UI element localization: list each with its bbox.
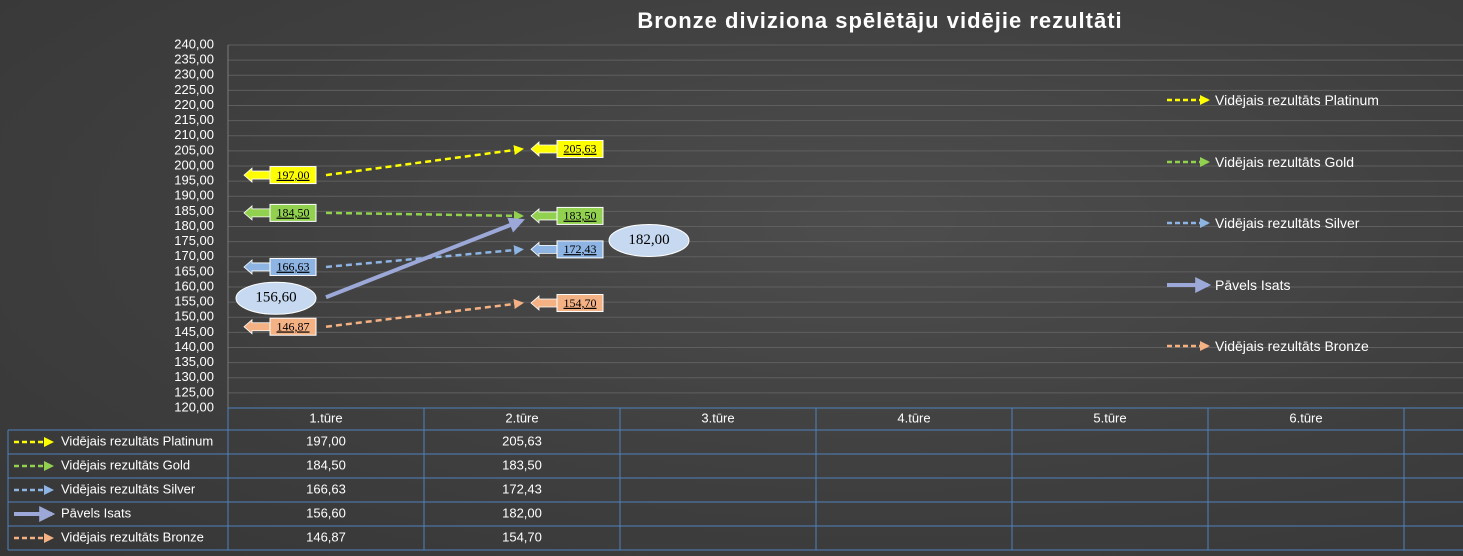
series-line: [325, 299, 524, 328]
data-label-box: [269, 166, 317, 185]
y-tick-label: 155,00: [174, 294, 214, 309]
y-tick-label: 180,00: [174, 218, 214, 233]
data-label-arrow: [530, 295, 558, 311]
x-tick-label: 2.tūre: [505, 410, 538, 425]
y-tick-label: 215,00: [174, 112, 214, 127]
table-cell: 197,00: [306, 433, 346, 448]
y-tick-label: 145,00: [174, 324, 214, 339]
data-label: 205,63: [564, 142, 597, 156]
y-tick-label: 175,00: [174, 233, 214, 248]
table-cell: 205,63: [502, 433, 542, 448]
data-label: 197,00: [277, 168, 310, 182]
data-label-arrow: [243, 205, 271, 221]
x-tick-label: 3.tūre: [701, 410, 734, 425]
data-label: 172,43: [564, 242, 597, 256]
legend-label: Vidējais rezultāts Platinum: [1215, 92, 1379, 108]
data-label: 184,50: [277, 206, 310, 220]
data-label: 166,63: [277, 260, 310, 274]
table-cell: 183,50: [502, 457, 542, 472]
series-line: [325, 145, 524, 177]
x-tick-label: 6.tūre: [1289, 410, 1322, 425]
data-label-box: [269, 317, 317, 336]
data-label-box: [556, 206, 604, 225]
y-tick-label: 205,00: [174, 142, 214, 157]
series-line: [325, 245, 524, 269]
data-label-arrow: [243, 259, 271, 275]
y-tick-label: 120,00: [174, 399, 214, 414]
series-line: [325, 217, 525, 300]
data-label-arrow: [530, 208, 558, 224]
y-tick-label: 190,00: [174, 188, 214, 203]
y-tick-label: 140,00: [174, 339, 214, 354]
table-row-label: Vidējais rezultāts Silver: [61, 481, 196, 496]
y-tick-label: 170,00: [174, 248, 214, 263]
x-tick-label: 4.tūre: [897, 410, 930, 425]
x-tick-label: 5.tūre: [1093, 410, 1126, 425]
data-label: 154,70: [564, 296, 597, 310]
chart-title: Bronze diviziona spēlētāju vidējie rezul…: [637, 8, 1122, 33]
table-row-label: Vidējais rezultāts Bronze: [61, 529, 204, 544]
y-tick-label: 235,00: [174, 52, 214, 67]
y-tick-label: 195,00: [174, 173, 214, 188]
legend-label: Vidējais rezultāts Gold: [1215, 154, 1355, 170]
data-label-box: [556, 240, 604, 259]
data-label-box: [269, 203, 317, 222]
legend-label: Pāvels Isats: [1215, 277, 1291, 293]
y-tick-label: 210,00: [174, 127, 214, 142]
table-cell: 146,87: [306, 529, 346, 544]
data-label-arrow: [530, 141, 558, 157]
data-label: 146,87: [277, 319, 310, 333]
data-label: 156,60: [255, 290, 296, 306]
table-row-label: Pāvels Isats: [61, 505, 132, 520]
x-tick-label: 1.tūre: [309, 410, 342, 425]
y-tick-label: 150,00: [174, 309, 214, 324]
table-cell: 156,60: [306, 505, 346, 520]
table-cell: 172,43: [502, 481, 542, 496]
table-row-label: Vidējais rezultāts Platinum: [61, 433, 213, 448]
table-cell: 184,50: [306, 457, 346, 472]
data-label-box: [556, 294, 604, 313]
y-tick-label: 160,00: [174, 278, 214, 293]
y-tick-label: 240,00: [174, 36, 214, 51]
y-tick-label: 185,00: [174, 203, 214, 218]
data-label-box: [556, 139, 604, 158]
data-label-arrow: [530, 241, 558, 258]
y-tick-label: 200,00: [174, 157, 214, 172]
data-label-arrow: [243, 167, 271, 183]
table-cell: 182,00: [502, 505, 542, 520]
table-cell: 154,70: [502, 529, 542, 544]
data-label-arrow: [243, 318, 271, 335]
table-cell: 166,63: [306, 481, 346, 496]
y-tick-label: 125,00: [174, 384, 214, 399]
y-tick-label: 135,00: [174, 354, 214, 369]
data-label-box: [269, 257, 317, 276]
data-label-callout: [235, 281, 317, 315]
data-label: 183,50: [564, 209, 597, 223]
y-tick-label: 165,00: [174, 263, 214, 278]
y-tick-label: 130,00: [174, 369, 214, 384]
legend-label: Vidējais rezultāts Silver: [1215, 215, 1360, 231]
y-tick-label: 220,00: [174, 97, 214, 112]
y-tick-label: 225,00: [174, 82, 214, 97]
table-row-label: Vidējais rezultāts Gold: [61, 457, 190, 472]
data-label: 182,00: [628, 232, 669, 248]
y-tick-label: 230,00: [174, 67, 214, 82]
series-line: [325, 210, 524, 221]
data-label-callout: [608, 223, 690, 257]
legend-label: Vidējais rezultāts Bronze: [1215, 338, 1369, 354]
